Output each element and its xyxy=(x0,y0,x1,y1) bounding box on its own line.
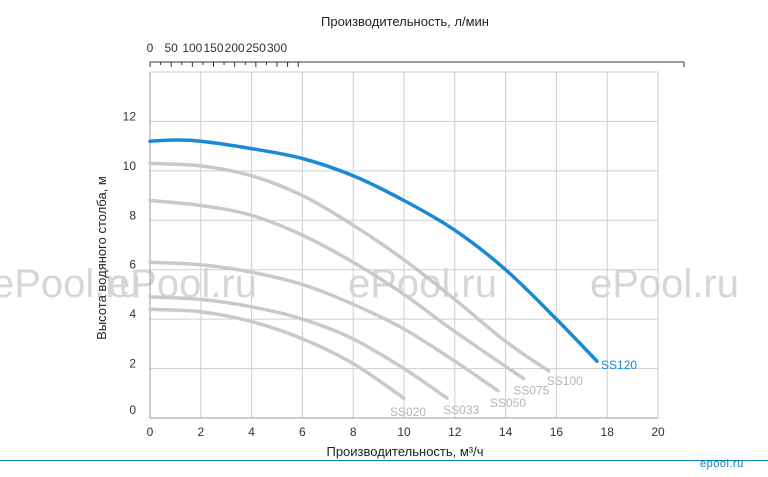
bottom-rule xyxy=(0,460,768,461)
series-line-ss033 xyxy=(148,295,449,400)
series-line-ss050 xyxy=(148,260,500,393)
top-axis: 0 50 100 150 200 250 300 xyxy=(147,41,685,67)
x-axis-title: Производительность, м³/ч xyxy=(326,444,483,459)
y-tick-label: 10 xyxy=(123,159,137,173)
series-label-ss020: SS020 xyxy=(390,405,426,419)
top-axis-tick-label: 200 xyxy=(225,41,245,55)
series-lines xyxy=(148,138,599,400)
y-tick-label: 8 xyxy=(129,208,136,222)
x-tick-label: 4 xyxy=(248,425,255,439)
series-line-ss020 xyxy=(148,307,406,400)
series-label-ss075: SS075 xyxy=(513,383,549,397)
series-label-ss050: SS050 xyxy=(490,396,526,410)
watermark-1: ePool.ru xyxy=(0,262,141,306)
y-tick-label: 12 xyxy=(123,109,137,123)
x-axis: 0 2 4 6 8 10 12 14 16 18 20 xyxy=(147,425,665,439)
x-tick-label: 8 xyxy=(350,425,357,439)
x-tick-label: 0 xyxy=(147,425,154,439)
top-axis-tick-label: 300 xyxy=(267,41,287,55)
series-line-ss100 xyxy=(148,161,551,373)
series-label-ss120: SS120 xyxy=(601,358,637,372)
top-axis-title: Производительность, л/мин xyxy=(321,14,489,29)
watermark-4: ePool.ru xyxy=(590,262,739,306)
top-axis-tick-label: 50 xyxy=(164,41,178,55)
x-tick-label: 6 xyxy=(299,425,306,439)
watermark-3: ePool.ru xyxy=(348,262,497,306)
y-tick-label: 0 xyxy=(129,403,136,417)
series-label-ss100: SS100 xyxy=(547,374,583,388)
y-tick-label: 2 xyxy=(129,357,136,371)
x-tick-label: 10 xyxy=(397,425,411,439)
top-axis-tick-label: 0 xyxy=(147,41,154,55)
series-line-ss120 xyxy=(148,138,599,363)
top-axis-tick-label: 100 xyxy=(182,41,202,55)
x-tick-label: 16 xyxy=(550,425,564,439)
y-tick-label: 4 xyxy=(129,307,136,321)
y-axis: 0 2 4 6 8 10 12 xyxy=(123,109,137,417)
x-tick-label: 14 xyxy=(499,425,513,439)
top-axis-tick-label: 150 xyxy=(203,41,223,55)
x-tick-label: 12 xyxy=(448,425,462,439)
x-tick-label: 20 xyxy=(651,425,665,439)
top-axis-tick-label: 250 xyxy=(246,41,266,55)
series-label-ss033: SS033 xyxy=(443,403,479,417)
grid xyxy=(149,71,659,419)
y-tick-label: 6 xyxy=(129,258,136,272)
series-line-ss075 xyxy=(148,198,526,381)
epool-logo: epool.ru xyxy=(700,458,744,470)
x-tick-label: 18 xyxy=(601,425,615,439)
x-tick-label: 2 xyxy=(197,425,204,439)
y-axis-title: Высота водяного столба, м xyxy=(94,176,109,340)
